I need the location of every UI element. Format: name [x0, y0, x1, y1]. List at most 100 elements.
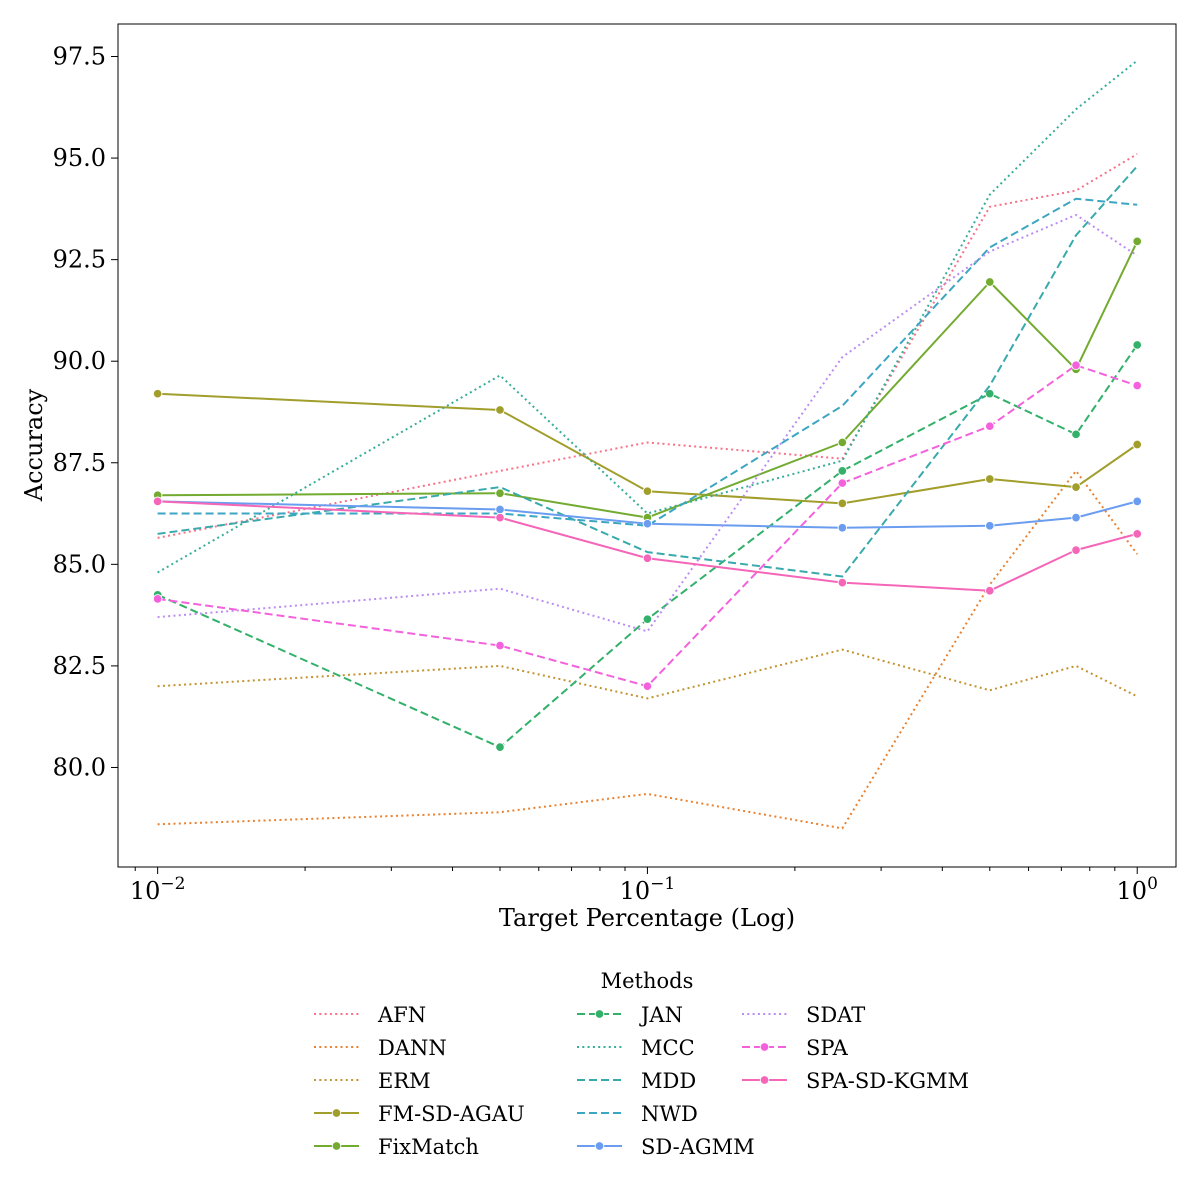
- data-point: [642, 518, 653, 529]
- data-point: [985, 585, 995, 596]
- data-point: [985, 421, 995, 431]
- legend-item: SPA-SD-KGMM: [742, 1069, 969, 1093]
- legend-item: SPA: [742, 1036, 849, 1060]
- legend-marker: [759, 1042, 770, 1052]
- x-tick-exponent: −1: [650, 874, 675, 894]
- series-mdd: [157, 165, 1138, 578]
- legend-marker: [594, 1009, 605, 1019]
- data-point: [1132, 340, 1142, 350]
- legend-marker: [759, 1075, 770, 1085]
- series-erm: [157, 648, 1138, 700]
- data-point: [642, 486, 653, 496]
- series-line: [157, 165, 1138, 578]
- y-tick-label: 87.5: [53, 449, 106, 477]
- data-point: [837, 498, 848, 509]
- legend-label: DANN: [378, 1036, 447, 1060]
- x-axis: 10−2 10−1 100: [130, 867, 1158, 905]
- data-point: [152, 388, 163, 399]
- data-point: [837, 466, 848, 476]
- x-tick-exponent: 0: [1147, 874, 1158, 894]
- data-point: [985, 474, 995, 484]
- legend-label: SPA-SD-KGMM: [806, 1069, 969, 1093]
- legend-label: MDD: [641, 1069, 696, 1093]
- legend-item: MCC: [577, 1036, 695, 1060]
- legend-item: DANN: [314, 1036, 447, 1060]
- data-point: [495, 488, 505, 498]
- x-tick-base: 10: [620, 877, 651, 905]
- y-tick-label: 82.5: [53, 652, 106, 680]
- y-tick-label: 92.5: [53, 246, 106, 274]
- data-point: [1071, 545, 1081, 555]
- series-line: [157, 469, 1139, 830]
- legend-item: SD-AGMM: [577, 1135, 755, 1159]
- data-point: [495, 504, 505, 515]
- legend-item: FM-SD-AGAU: [314, 1102, 525, 1126]
- data-point: [152, 594, 163, 604]
- y-tick-label: 90.0: [53, 347, 106, 375]
- data-point: [1132, 529, 1142, 539]
- legend-item: ERM: [314, 1069, 431, 1093]
- data-point: [1132, 380, 1142, 391]
- y-tick-label: 95.0: [53, 144, 106, 172]
- x-tick-label: 100: [1117, 874, 1158, 905]
- legend-marker: [331, 1108, 342, 1118]
- legend-item: JAN: [577, 1003, 683, 1027]
- data-point: [985, 277, 995, 287]
- legend-label: JAN: [639, 1003, 683, 1027]
- data-point: [985, 520, 995, 531]
- data-point: [837, 523, 848, 533]
- data-point: [642, 681, 653, 691]
- data-point: [642, 553, 653, 563]
- legend-marker: [594, 1141, 605, 1151]
- series-mcc: [157, 59, 1138, 574]
- legend-item: FixMatch: [314, 1135, 479, 1159]
- x-tick-label: 10−2: [130, 874, 186, 905]
- legend: Methods AFN DANN ERM FM-SD-AGAU FixMatch JAN M…: [314, 969, 969, 1159]
- data-point: [495, 742, 505, 752]
- legend-item: MDD: [577, 1069, 696, 1093]
- legend-label: SDAT: [806, 1003, 865, 1027]
- legend-label: SPA: [806, 1036, 849, 1060]
- legend-label: MCC: [641, 1036, 695, 1060]
- legend-item: NWD: [577, 1102, 698, 1126]
- x-axis-label: Target Percentage (Log): [499, 904, 795, 932]
- series-dann: [157, 469, 1139, 830]
- x-tick-base: 10: [1117, 877, 1148, 905]
- legend-label: AFN: [377, 1003, 426, 1027]
- data-point: [837, 577, 848, 588]
- data-point: [1132, 496, 1142, 507]
- series-line: [157, 648, 1138, 700]
- series-line: [157, 59, 1138, 574]
- data-point: [1132, 236, 1142, 247]
- data-point: [642, 614, 653, 624]
- data-point: [1071, 512, 1081, 523]
- y-tick-label: 97.5: [53, 43, 106, 71]
- legend-item: SDAT: [742, 1003, 865, 1027]
- series-spa: [152, 360, 1142, 691]
- data-point: [1071, 482, 1081, 492]
- data-point: [985, 388, 995, 399]
- legend-label: ERM: [378, 1069, 431, 1093]
- data-point: [1132, 439, 1142, 450]
- data-point: [1071, 429, 1081, 440]
- x-tick-exponent: −2: [160, 874, 185, 894]
- x-tick-label: 10−1: [620, 874, 676, 905]
- data-point: [152, 496, 163, 507]
- legend-label: FM-SD-AGAU: [378, 1102, 525, 1126]
- x-tick-base: 10: [130, 877, 161, 905]
- legend-item: AFN: [314, 1003, 426, 1027]
- y-tick-label: 85.0: [53, 550, 106, 578]
- y-axis-label: Accuracy: [20, 388, 48, 502]
- legend-label: FixMatch: [378, 1135, 479, 1159]
- legend-label: SD-AGMM: [641, 1135, 755, 1159]
- data-point: [1071, 360, 1081, 371]
- data-point: [495, 512, 505, 523]
- data-point: [495, 640, 505, 651]
- series-fm-sd-agau: [152, 388, 1142, 509]
- y-tick-label: 80.0: [53, 753, 106, 781]
- series-line: [157, 213, 1138, 633]
- legend-label: NWD: [641, 1102, 698, 1126]
- series-spa-sd-kgmm: [152, 496, 1142, 596]
